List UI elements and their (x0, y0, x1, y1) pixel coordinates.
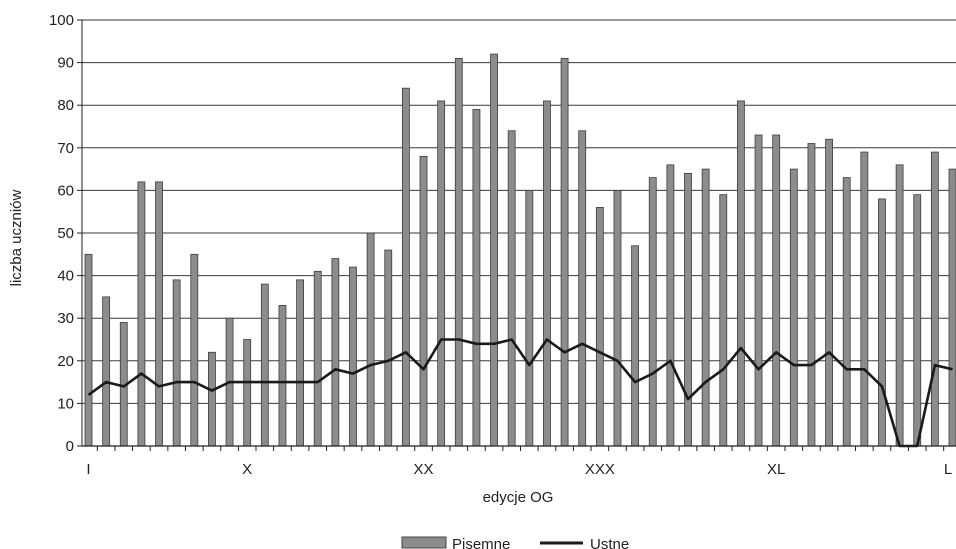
y-tick-label: 60 (57, 182, 74, 199)
bar (384, 249, 393, 447)
bar (507, 130, 516, 447)
bar (543, 100, 551, 447)
y-tick-label: 80 (57, 97, 74, 114)
bar (930, 151, 939, 447)
y-tick-label: 40 (57, 268, 74, 285)
y-tick-label: 90 (57, 55, 74, 72)
bar (243, 339, 252, 447)
x-tick-labels: I X XX XXX XL L (86, 461, 952, 478)
bar (102, 296, 111, 447)
x-tick-label: I (86, 461, 90, 478)
x-tick-label: L (944, 461, 952, 478)
legend: Pisemne Ustne (401, 536, 629, 549)
y-tick-label: 70 (57, 140, 74, 157)
bar (719, 194, 728, 447)
bar (419, 155, 428, 447)
y-tick-label: 50 (57, 225, 74, 242)
bar (860, 151, 869, 447)
bar (260, 283, 269, 447)
x-axis-title: edycje OG (483, 489, 554, 506)
bar (278, 305, 287, 447)
bar (878, 198, 886, 447)
y-tick-label: 100 (49, 12, 74, 29)
bar (895, 164, 904, 447)
bar-series-pisemne (84, 53, 956, 447)
y-tick-label: 20 (57, 353, 74, 370)
bar (666, 164, 675, 447)
bar (560, 57, 569, 447)
bar (331, 258, 340, 447)
bar (349, 266, 357, 447)
bar (472, 109, 481, 447)
axes (77, 19, 956, 451)
bar (366, 232, 375, 447)
bar (807, 143, 816, 447)
bar (737, 100, 745, 447)
bar (684, 172, 692, 447)
bar (401, 87, 410, 447)
y-tick-label: 30 (57, 310, 74, 327)
bar (155, 181, 163, 447)
x-tick-label: X (242, 461, 252, 478)
bar (613, 189, 622, 447)
bar (631, 245, 640, 447)
bar (296, 279, 304, 447)
bar (190, 253, 199, 447)
legend-label-ustne: Ustne (590, 536, 629, 549)
bar (842, 177, 851, 447)
bar (578, 130, 587, 447)
legend-label-pisemne: Pisemne (452, 536, 510, 549)
y-tick-label: 0 (66, 438, 74, 455)
bar (525, 189, 534, 447)
line-series-ustne (87, 338, 953, 448)
bar (84, 253, 93, 447)
bar (313, 270, 322, 447)
bar (701, 168, 710, 447)
y-tick-label: 10 (57, 395, 74, 412)
bar (137, 181, 146, 447)
bar (490, 53, 498, 447)
x-tick-label: XXX (585, 461, 615, 478)
bar (454, 57, 463, 447)
bar (595, 207, 604, 447)
bar (825, 138, 833, 447)
bar (208, 351, 216, 447)
bar (913, 194, 922, 447)
y-tick-labels: 0 10 20 30 40 50 60 70 80 90 100 (49, 12, 74, 455)
bar (172, 279, 181, 447)
line-ustne (87, 338, 953, 448)
bar (754, 134, 763, 447)
bar (948, 168, 956, 447)
bar (789, 168, 798, 447)
bar (648, 177, 657, 447)
x-tick-label: XX (414, 461, 434, 478)
bar (437, 100, 446, 447)
x-tick-label: XL (767, 461, 785, 478)
legend-swatch-pisemne (401, 536, 447, 549)
bar (772, 134, 781, 447)
y-axis-title: liczba uczniów (8, 189, 25, 286)
